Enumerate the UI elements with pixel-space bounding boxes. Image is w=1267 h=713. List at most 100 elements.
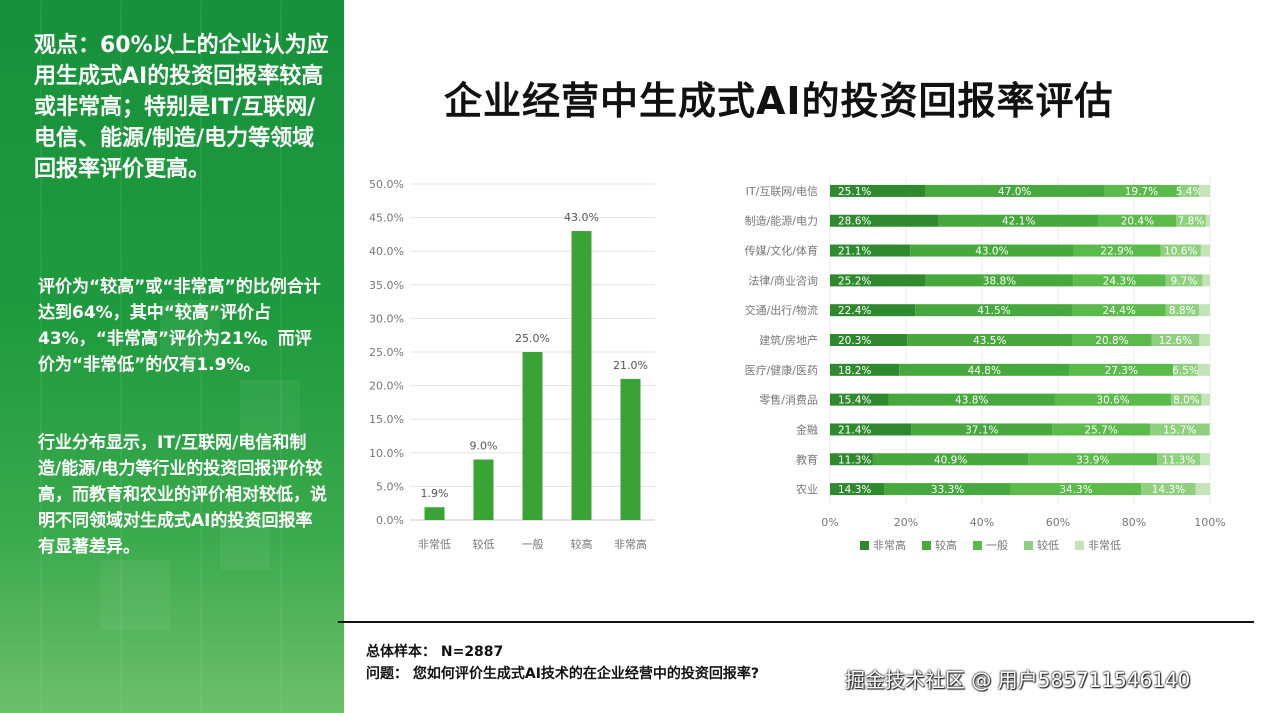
x-tick-label: 60% — [1046, 516, 1070, 529]
y-tick-label: 45.0% — [369, 212, 404, 225]
stacked-segment — [1098, 214, 1177, 227]
background-stripe — [280, 0, 282, 713]
category-label: 零售/消费品 — [759, 393, 818, 407]
x-tick-label: 非常低 — [418, 538, 451, 551]
segment-value-label: 40.9% — [934, 454, 967, 466]
bar-value-label: 9.0% — [470, 440, 498, 453]
stacked-segment — [1201, 393, 1210, 406]
legend-label: 一般 — [986, 539, 1008, 552]
stacked-segment — [830, 214, 939, 227]
x-tick-label: 0% — [821, 516, 838, 529]
segment-value-label: 20.4% — [1121, 216, 1154, 228]
stacked-segment — [1157, 453, 1201, 466]
bar — [571, 231, 592, 520]
x-tick-label: 较低 — [473, 537, 495, 551]
segment-value-label: 25.7% — [1084, 424, 1117, 436]
x-tick-label: 40% — [970, 516, 994, 529]
viewpoint-text: 观点：60%以上的企业认为应用生成式AI的投资回报率较高或非常高；特别是IT/互… — [34, 33, 329, 182]
stacked-segment — [1010, 483, 1142, 496]
segment-value-label: 37.1% — [965, 424, 998, 436]
stacked-segment — [1160, 244, 1201, 257]
stacked-segment — [1199, 184, 1210, 197]
category-label: IT/互联网/电信 — [746, 185, 818, 198]
segment-value-label: 21.4% — [838, 424, 871, 436]
segment-value-label: 33.9% — [1076, 454, 1109, 466]
stacked-segment — [888, 393, 1055, 406]
stacked-segment — [1072, 334, 1152, 346]
stacked-segment — [830, 304, 916, 317]
y-tick-label: 50.0% — [369, 178, 404, 191]
industry-paragraph: 行业分布显示，IT/互联网/电信和制造/能源/电力等行业的投资回报评价较高，而教… — [38, 433, 327, 557]
legend-label: 非常高 — [873, 538, 906, 552]
segment-value-label: 14.3% — [1152, 484, 1185, 496]
segment-value-label: 34.3% — [1059, 484, 1092, 496]
segment-value-label: 9.7% — [1171, 275, 1198, 287]
segment-value-label: 44.8% — [968, 365, 1001, 377]
stacked-segment — [910, 244, 1074, 257]
x-tick-label: 20% — [894, 516, 918, 529]
legend-label: 非常低 — [1088, 539, 1121, 552]
sidebar-panel: 观点：60%以上的企业认为应用生成式AI的投资回报率较高或非常高；特别是IT/互… — [0, 0, 344, 713]
category-label: 农业 — [796, 482, 818, 496]
category-label: 法律/商业咨询 — [748, 273, 818, 287]
segment-value-label: 15.4% — [838, 395, 871, 407]
stacked-segment — [1069, 363, 1174, 376]
x-tick-label: 较高 — [571, 537, 593, 551]
bar — [522, 352, 543, 520]
footer-divider — [338, 621, 1254, 623]
y-tick-label: 35.0% — [369, 279, 404, 292]
legend-swatch — [860, 541, 869, 550]
segment-value-label: 33.3% — [931, 484, 964, 496]
legend-label: 较高 — [935, 538, 957, 552]
segment-value-label: 7.8% — [1178, 216, 1205, 228]
segment-value-label: 22.9% — [1100, 246, 1133, 258]
segment-value-label: 47.0% — [998, 186, 1031, 198]
segment-value-label: 25.1% — [838, 186, 871, 198]
stacked-segment — [884, 483, 1011, 496]
segment-value-label: 19.7% — [1125, 186, 1158, 198]
category-label: 制造/能源/电力 — [745, 214, 818, 228]
segment-value-label: 10.6% — [1164, 246, 1197, 258]
category-label: 建筑/房地产 — [759, 333, 818, 347]
stacked-segment — [872, 453, 1029, 466]
segment-value-label: 43.8% — [955, 395, 988, 407]
y-tick-label: 30.0% — [369, 312, 404, 325]
y-tick-label: 15.0% — [369, 413, 404, 426]
segment-value-label: 43.0% — [975, 246, 1008, 258]
stacked-segment — [1200, 453, 1210, 466]
stacked-segment — [830, 453, 873, 466]
bar-value-label: 21.0% — [613, 359, 648, 372]
y-tick-label: 40.0% — [369, 245, 404, 258]
stacked-segment — [925, 274, 1074, 287]
stacked-segment — [1054, 393, 1172, 406]
stacked-segment — [1052, 423, 1150, 436]
stacked-segment — [830, 483, 885, 496]
stacked-segment — [1205, 214, 1210, 227]
stacked-segment — [938, 214, 1099, 227]
category-label: 交通/出行/物流 — [745, 303, 818, 317]
stacked-segment — [830, 363, 900, 376]
watermark-text: 掘金技术社区 @ 用户585711546140 — [845, 668, 1191, 692]
summary-paragraph: 评价为“较高”或“非常高”的比例合计达到64%，其中“较高”评价占43%，“非常… — [38, 277, 321, 375]
legend-swatch — [1024, 541, 1033, 550]
segment-value-label: 11.3% — [1162, 454, 1195, 466]
y-tick-label: 10.0% — [369, 447, 404, 460]
y-tick-label: 5.0% — [376, 480, 404, 493]
y-tick-label: 20.0% — [369, 380, 404, 393]
segment-value-label: 24.3% — [1103, 275, 1136, 287]
stacked-segment — [1165, 304, 1199, 317]
segment-value-label: 8.8% — [1169, 305, 1196, 317]
segment-value-label: 42.1% — [1002, 216, 1035, 228]
segment-value-label: 8.0% — [1173, 395, 1200, 407]
stacked-segment — [1165, 274, 1203, 287]
background-block — [220, 520, 270, 570]
segment-value-label: 30.6% — [1096, 395, 1129, 407]
background-block — [240, 380, 300, 440]
category-label: 金融 — [796, 422, 818, 436]
legend-swatch — [922, 541, 931, 550]
segment-value-label: 5.4% — [1176, 186, 1203, 198]
stacked-segment — [830, 274, 926, 287]
stacked-segment — [1199, 334, 1210, 346]
background-stripe — [40, 0, 42, 713]
y-tick-label: 25.0% — [369, 346, 404, 359]
